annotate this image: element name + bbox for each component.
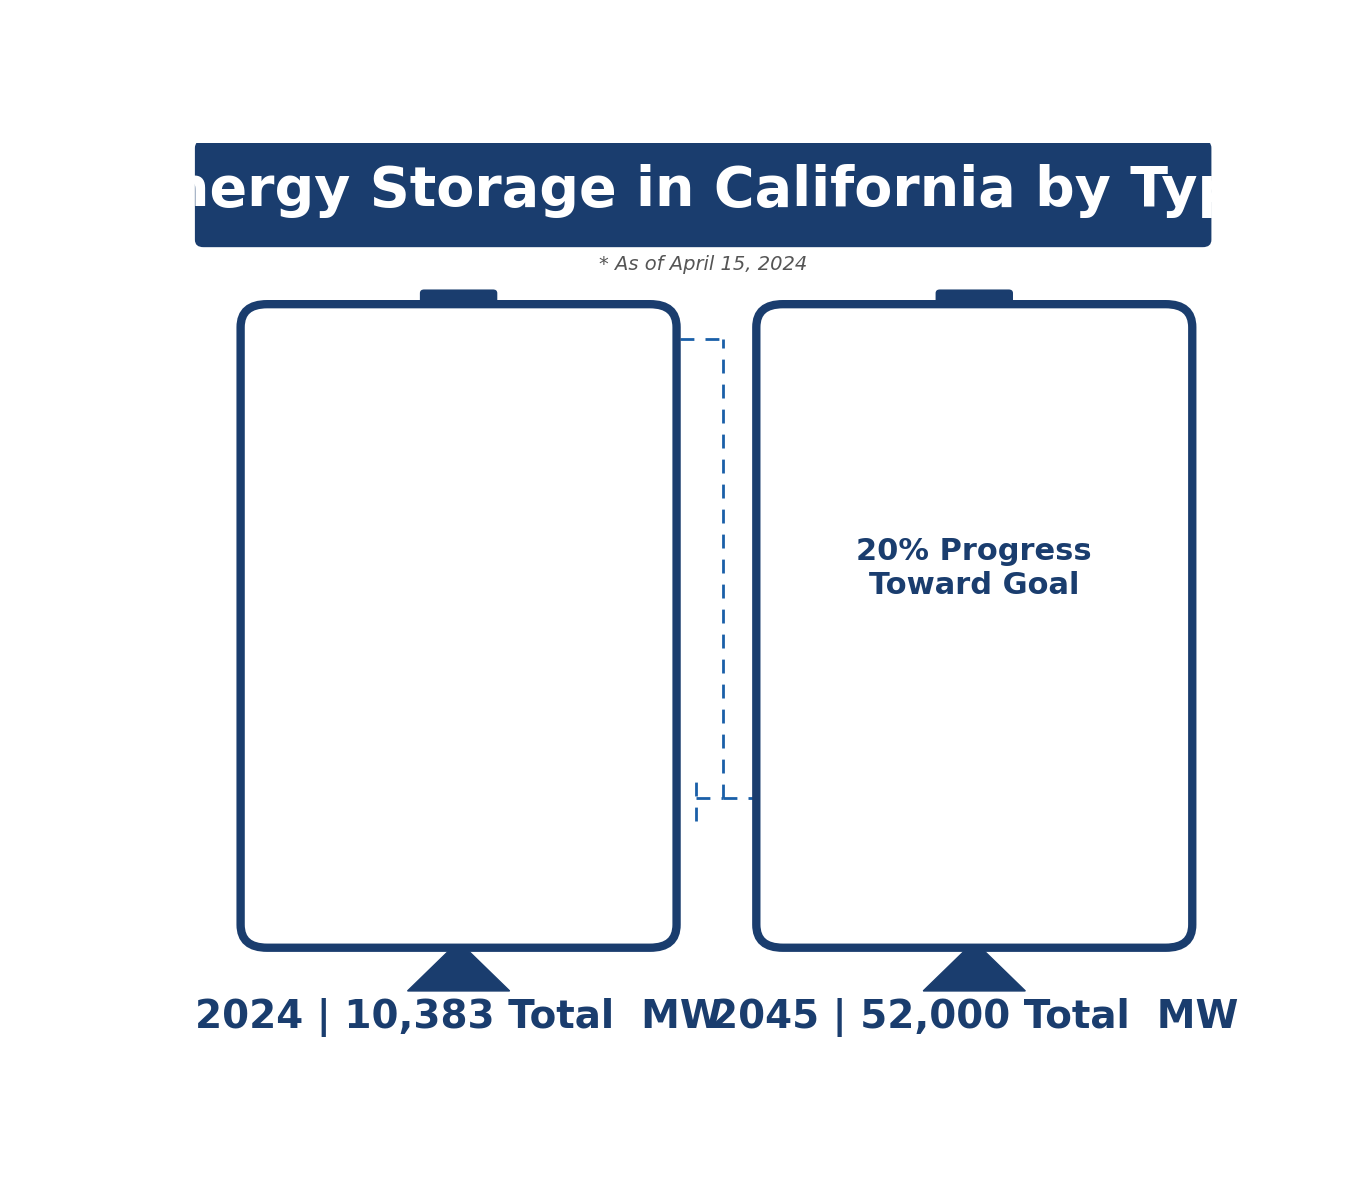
Bar [796,799,1152,913]
Text: Energy Storage in California by Type: Energy Storage in California by Type [132,164,1275,219]
Text: Residential | 1,076 MW: Residential | 1,076 MW [279,386,639,414]
Text: * As of April 15, 2024: * As of April 15, 2024 [600,256,807,275]
Polygon shape [407,941,509,991]
Text: 2045 | 52,000 Total  MW: 2045 | 52,000 Total MW [711,998,1238,1038]
FancyBboxPatch shape [240,304,676,948]
Text: 20% Progress
Toward Goal: 20% Progress Toward Goal [856,537,1092,599]
Text: 2024 | 10,383 Total  MW: 2024 | 10,383 Total MW [195,998,723,1038]
FancyBboxPatch shape [936,289,1013,336]
Bar [280,339,637,370]
Bar [280,370,637,430]
FancyBboxPatch shape [195,141,1211,247]
Bar [280,430,637,913]
FancyBboxPatch shape [756,304,1192,948]
Text: Utility | 8,736 MW: Utility | 8,736 MW [305,633,613,663]
Text: Commercial | 571 MW: Commercial | 571 MW [288,340,628,369]
Polygon shape [923,941,1025,991]
FancyBboxPatch shape [420,289,497,336]
